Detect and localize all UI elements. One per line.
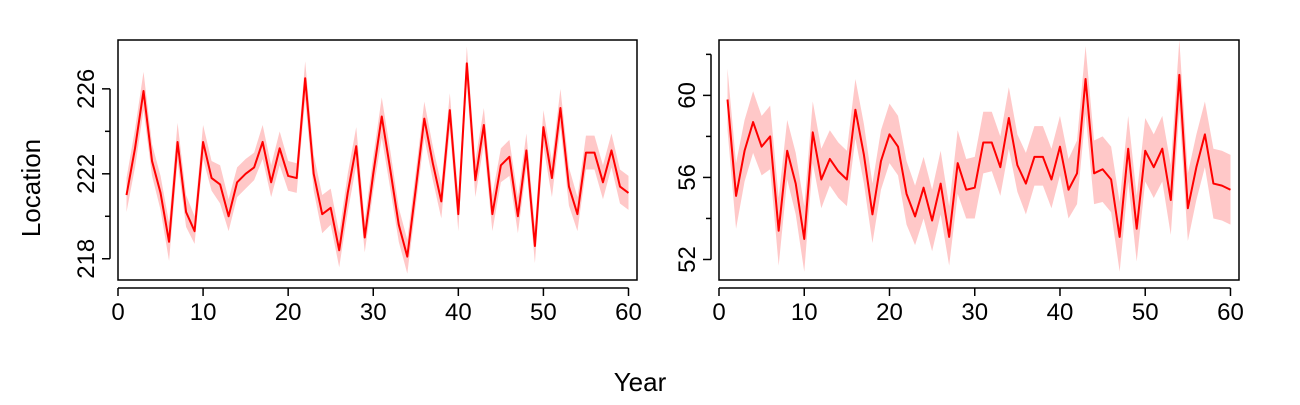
y-tick-label: 226 xyxy=(73,69,100,109)
x-tick-label: 40 xyxy=(445,299,472,326)
x-tick-label: 30 xyxy=(360,299,387,326)
x-tick-label: 60 xyxy=(615,299,642,326)
y-tick-label: 218 xyxy=(73,239,100,279)
panel-1: 0 10 20 30 40 50 60 218 222 226 xyxy=(73,39,642,326)
y-axis-title: Location xyxy=(16,139,46,237)
y-tick-label: 60 xyxy=(674,82,701,109)
x-tick-label: 30 xyxy=(961,299,988,326)
x-tick-label: 60 xyxy=(1217,299,1244,326)
x-tick-label: 50 xyxy=(530,299,557,326)
x-tick-label: 0 xyxy=(111,299,124,326)
x-tick-label: 0 xyxy=(712,299,725,326)
series-line xyxy=(726,73,1231,240)
plot-frame xyxy=(117,39,638,281)
x-tick-label: 40 xyxy=(1047,299,1074,326)
y-tick-label: 56 xyxy=(674,164,701,191)
series-line xyxy=(125,62,630,258)
x-tick-label: 10 xyxy=(190,299,217,326)
confidence-band xyxy=(126,46,629,274)
confidence-band xyxy=(727,40,1231,272)
x-tick-label: 10 xyxy=(791,299,818,326)
x-tick-label: 20 xyxy=(275,299,302,326)
x-axis-title: Year xyxy=(614,367,667,397)
y-tick-label: 222 xyxy=(73,154,100,194)
y-tick-label: 52 xyxy=(674,246,701,273)
x-tick-label: 20 xyxy=(876,299,903,326)
panel-2: 0 10 20 30 40 50 60 52 56 60 xyxy=(674,39,1244,326)
x-tick-label: 50 xyxy=(1132,299,1159,326)
plot-frame xyxy=(718,39,1240,281)
